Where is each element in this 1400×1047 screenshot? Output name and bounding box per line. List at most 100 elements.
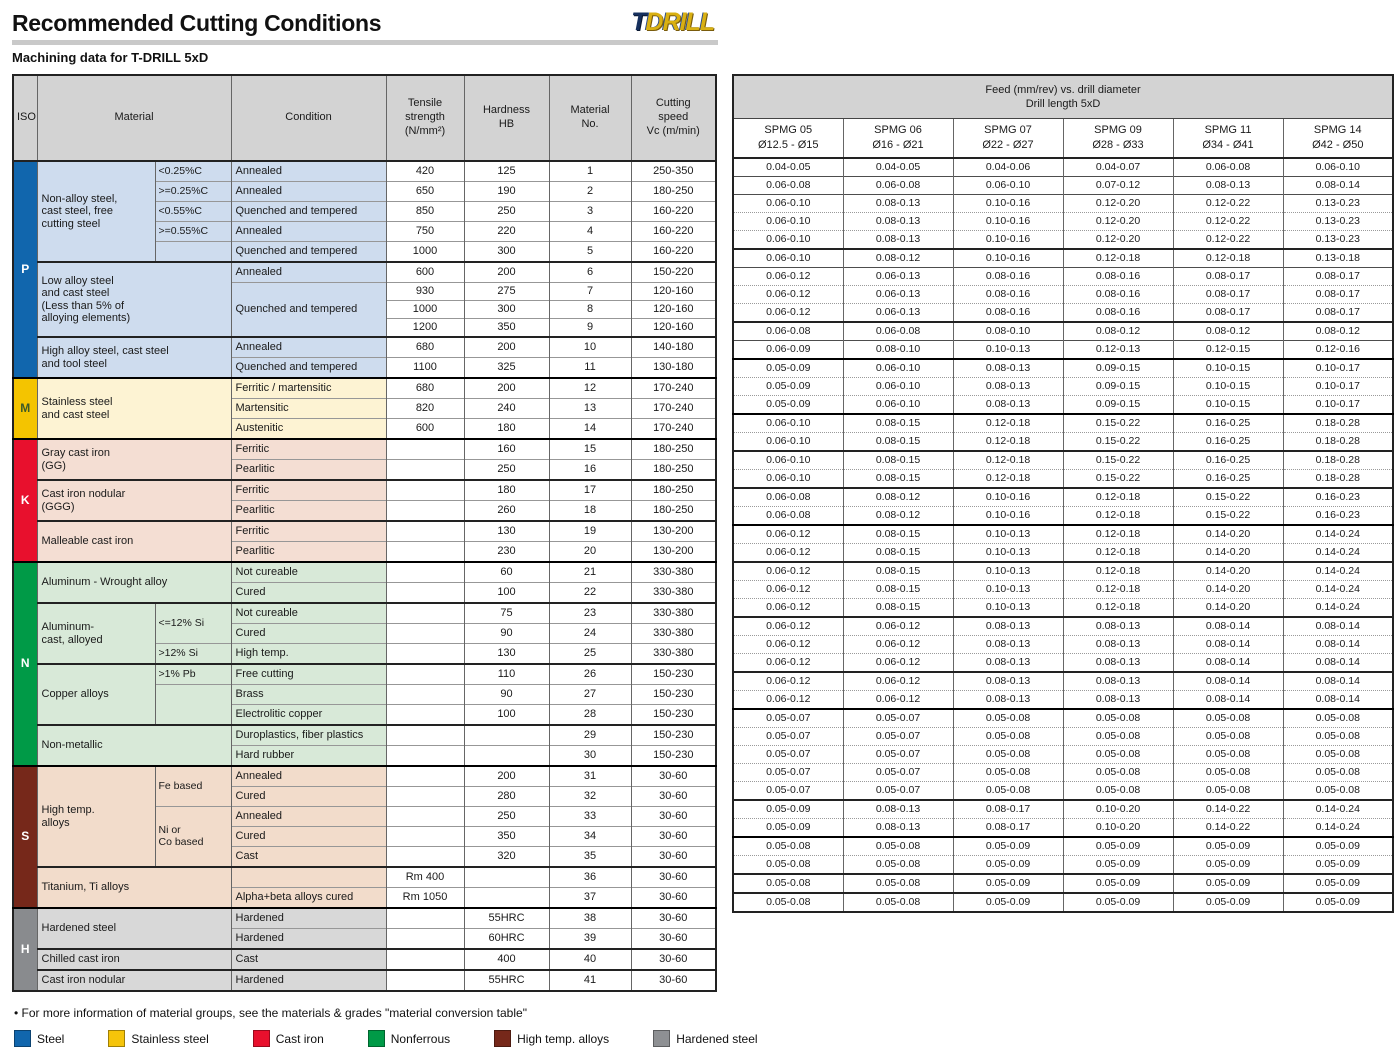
cutting-speed-cell: 330-380 [630,643,717,664]
feed-cell: 0.05-0.09 [732,818,844,837]
feed-cell: 0.13-0.23 [1282,194,1394,213]
feed-cell: 0.10-0.15 [1172,358,1284,378]
tensile-strength-cell: 750 [385,221,465,242]
feed-cell: 0.06-0.12 [732,543,844,562]
feed-cell: 0.04-0.07 [1062,157,1174,177]
condition-cell: Cast [230,846,387,867]
material-cell: Aluminum- cast, alloyed [36,602,156,664]
feed-cell: 0.08-0.15 [842,432,954,451]
condition-cell: Annealed [230,181,387,202]
feed-cell: 0.08-0.13 [842,799,954,819]
feed-cell: 0.08-0.13 [952,395,1064,414]
feed-row: 0.05-0.07 0.05-0.07 0.05-0.08 0.05-0.08 0.05… [732,781,1394,800]
material-sub-cell: >=0.55%C [154,221,232,242]
feed-cell: 0.10-0.16 [952,487,1064,507]
feed-row: 0.06-0.10 0.08-0.12 0.10-0.16 0.12-0.18 0.12… [732,248,1394,268]
condition-cell: Pearlitic [230,541,387,562]
feed-cell: 0.05-0.09 [952,873,1064,893]
legend: Steel Stainless steel Cast iron Nonferrous H… [14,1030,1390,1047]
feed-cell: 0.08-0.13 [1062,635,1174,654]
feed-row: 0.05-0.08 0.05-0.08 0.05-0.09 0.05-0.09 0.05… [732,836,1394,856]
feed-cell: 0.05-0.07 [732,763,844,782]
cutting-speed-cell: 30-60 [630,846,717,867]
material-no-cell: 23 [548,602,632,624]
feed-cell: 0.10-0.13 [952,340,1064,359]
feed-cell: 0.05-0.09 [1172,836,1284,856]
cutting-speed-cell: 30-60 [630,907,717,929]
table-row: Cast iron nodular (GGG) Ferritic 180 17 180-… [13,479,717,521]
feed-cell: 0.12-0.18 [1062,543,1174,562]
cutting-speed-cell: 30-60 [630,786,717,807]
spmg-column-header: SPMG 05 Ø12.5 - Ø15 [732,118,844,159]
spmg-column-header: SPMG 07 Ø22 - Ø27 [952,118,1064,159]
feed-cell: 0.08-0.15 [842,469,954,488]
feed-cell: 0.05-0.08 [1282,781,1394,800]
feed-cell: 0.08-0.14 [1172,616,1284,636]
hardness-cell: 60HRC [463,928,550,949]
feed-cell: 0.05-0.08 [732,873,844,893]
hardness-cell: 75 [463,602,550,624]
legend-item: Steel [14,1030,64,1047]
cutting-speed-cell: 180-250 [630,181,717,202]
condition-cell: Annealed [230,160,387,182]
feed-cell: 0.10-0.13 [952,580,1064,599]
material-no-cell: 32 [548,786,632,807]
feed-cell: 0.18-0.28 [1282,432,1394,451]
feed-cell: 0.18-0.28 [1282,469,1394,488]
hardness-cell: 180 [463,418,550,439]
feed-cell: 0.08-0.15 [842,524,954,544]
material-no-cell: 1 [548,160,632,182]
table-row: Quenched and tempered 1000 300 5 160-220 [13,241,717,262]
feed-cell: 0.06-0.10 [732,450,844,470]
tensile-strength-cell [385,684,465,705]
feed-cell: 0.12-0.16 [1282,340,1394,359]
feed-cell: 0.06-0.12 [732,580,844,599]
condition-cell: Free cutting [230,663,387,685]
feed-cell: 0.05-0.08 [1062,781,1174,800]
material-no-cell: 12 [548,377,632,399]
table-row: Titanium, Ti alloys Rm 400 36 30-60 [13,866,717,908]
tensile-strength-cell [385,846,465,867]
feed-cell: 0.06-0.12 [732,598,844,617]
iso-group-cell: S [12,765,38,908]
feed-row: 0.06-0.12 0.06-0.12 0.08-0.13 0.08-0.13 0.08… [732,653,1394,672]
hardness-cell: 200 [463,261,550,283]
material-no-cell: 21 [548,561,632,583]
feed-cell: 0.12-0.20 [1062,194,1174,213]
material-no-cell: 4 [548,221,632,242]
material-cell: High alloy steel, cast steel and tool st… [36,336,232,378]
feed-cell: 0.05-0.07 [732,727,844,746]
hardness-cell: 280 [463,786,550,807]
material-no-cell: 40 [548,948,632,970]
footnote: • For more information of material group… [14,1006,527,1020]
condition-cell: Ferritic [230,520,387,542]
material-sub-cell: <0.55%C [154,201,232,222]
material-no-cell: 24 [548,623,632,644]
spmg-column-header: SPMG 09 Ø28 - Ø33 [1062,118,1174,159]
feed-row: 0.05-0.07 0.05-0.07 0.05-0.08 0.05-0.08 0.05… [732,763,1394,782]
feed-cell: 0.06-0.12 [732,690,844,709]
material-no-cell: 7 [548,282,632,301]
cutting-speed-cell: 30-60 [630,948,717,970]
material-no-cell: 3 [548,201,632,222]
feed-cell: 0.14-0.24 [1282,561,1394,581]
feed-cell: 0.05-0.09 [1282,873,1394,893]
cutting-speed-cell: 30-60 [630,806,717,827]
feed-cell: 0.08-0.13 [952,616,1064,636]
feed-table: Feed (mm/rev) vs. drill diameter Drill l… [732,74,1395,913]
feed-cell: 0.08-0.15 [842,561,954,581]
cutting-speed-cell: 150-230 [630,663,717,685]
feed-cell: 0.06-0.12 [732,561,844,581]
feed-cell: 0.18-0.28 [1282,450,1394,470]
feed-cell: 0.08-0.14 [1282,690,1394,709]
cutting-speed-cell: 30-60 [630,765,717,787]
feed-row: 0.06-0.08 0.06-0.08 0.08-0.10 0.08-0.12 0.08… [732,321,1394,341]
tensile-strength-cell: 850 [385,201,465,222]
feed-cell: 0.08-0.16 [952,285,1064,304]
feed-cell: 0.06-0.12 [732,635,844,654]
page-subtitle: Machining data for T-DRILL 5xD [12,50,209,65]
feed-cell: 0.12-0.22 [1172,230,1284,249]
feed-cell: 0.10-0.16 [952,212,1064,231]
hardness-cell: 320 [463,846,550,867]
